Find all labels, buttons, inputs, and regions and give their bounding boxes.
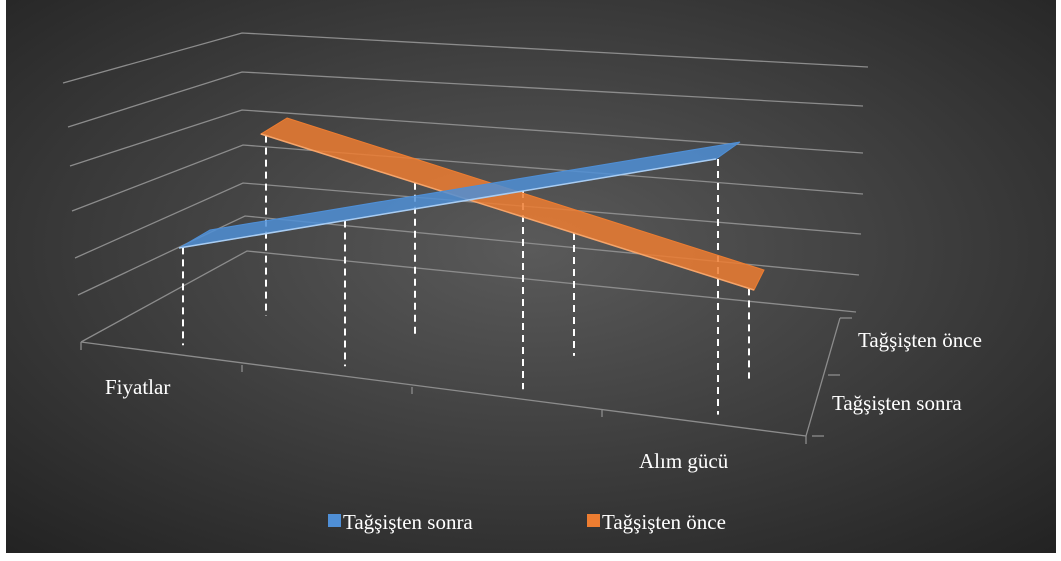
legend-label-once: Tağşişten önce xyxy=(602,510,726,534)
gridline-4 xyxy=(74,182,862,259)
legend-label-sonra: Tağşişten sonra xyxy=(343,510,473,534)
legend-swatch-once xyxy=(587,514,600,527)
gridlines xyxy=(62,32,869,296)
series-edge-1 xyxy=(260,133,755,291)
floor-front-edge xyxy=(80,341,807,437)
chart-background xyxy=(6,0,1056,553)
floor-side-edge xyxy=(805,317,841,437)
series-edge-0 xyxy=(178,158,717,249)
floor-back-edge xyxy=(80,250,857,343)
gridline-3 xyxy=(71,144,864,212)
depth-label-once: Tağşişten önce xyxy=(858,328,982,352)
x-tick-label-fiyatlar: Fiyatlar xyxy=(105,375,170,399)
depth-label-sonra: Tağşişten sonra xyxy=(832,391,962,415)
legend-item-once: Tağşişten önce xyxy=(587,510,726,534)
series-ribbons xyxy=(178,117,765,291)
gridline-2 xyxy=(69,109,864,167)
chart-panel: Fiyatlar Alım gücü Tağşişten önce Tağşiş… xyxy=(6,0,1056,553)
floor xyxy=(80,250,857,444)
series-0 xyxy=(178,141,741,249)
chart-svg: Fiyatlar Alım gücü Tağşişten önce Tağşiş… xyxy=(6,0,1056,553)
gridline-0 xyxy=(62,32,869,84)
x-tick-label-alim-gucu: Alım gücü xyxy=(639,449,729,473)
legend-swatch-sonra xyxy=(328,514,341,527)
legend: Tağşişten sonra Tağşişten önce xyxy=(328,510,726,534)
legend-item-sonra: Tağşişten sonra xyxy=(328,510,473,534)
gridline-1 xyxy=(67,71,864,128)
series-1 xyxy=(259,117,765,291)
